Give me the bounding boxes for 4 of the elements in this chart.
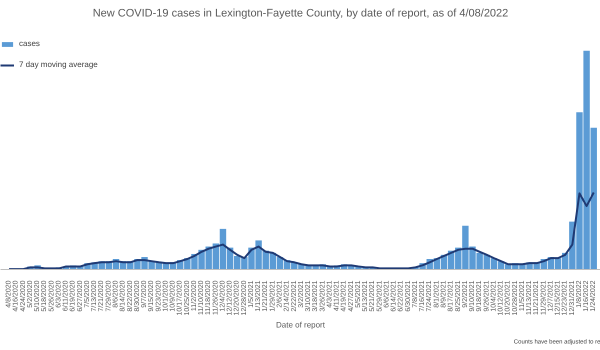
- legend-label: cases: [19, 39, 40, 48]
- chart-title: New COVID-19 cases in Lexington-Fayette County, by date of report, as of 4/08/2022: [92, 8, 508, 20]
- x-axis-title: Date of report: [276, 320, 326, 330]
- legend-label: 7 day moving average: [19, 60, 98, 69]
